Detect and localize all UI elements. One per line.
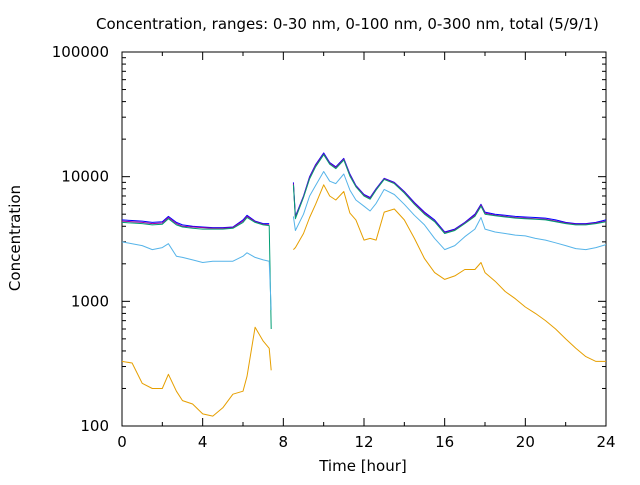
x-tick-label: 16 — [435, 433, 454, 451]
series-line-4 — [121, 184, 606, 417]
series-line-0 — [121, 152, 607, 233]
series-line-3 — [121, 171, 607, 311]
y-tick-label: 100 — [80, 417, 109, 435]
x-axis-label: Time [hour] — [318, 457, 407, 475]
series-lines — [121, 152, 607, 417]
x-tick-label: 0 — [117, 433, 127, 451]
x-tick-label: 12 — [354, 433, 373, 451]
y-tick-label: 1000 — [71, 292, 109, 310]
x-tick-label: 24 — [596, 433, 615, 451]
x-tick-label: 20 — [516, 433, 535, 451]
x-axis-ticks: 0 4 8 12 16 20 24 — [117, 52, 616, 451]
y-axis-ticks: 100 1000 10000 100000 — [52, 43, 606, 435]
series-line-1 — [121, 153, 607, 234]
y-tick-label: 100000 — [52, 43, 109, 61]
chart-title: Concentration, ranges: 0-30 nm, 0-100 nm… — [96, 15, 599, 33]
x-tick-label: 4 — [198, 433, 208, 451]
x-tick-label: 8 — [279, 433, 289, 451]
series-line-2 — [121, 154, 607, 330]
y-tick-label: 10000 — [61, 168, 109, 186]
y-axis-label: Concentration — [6, 185, 24, 291]
